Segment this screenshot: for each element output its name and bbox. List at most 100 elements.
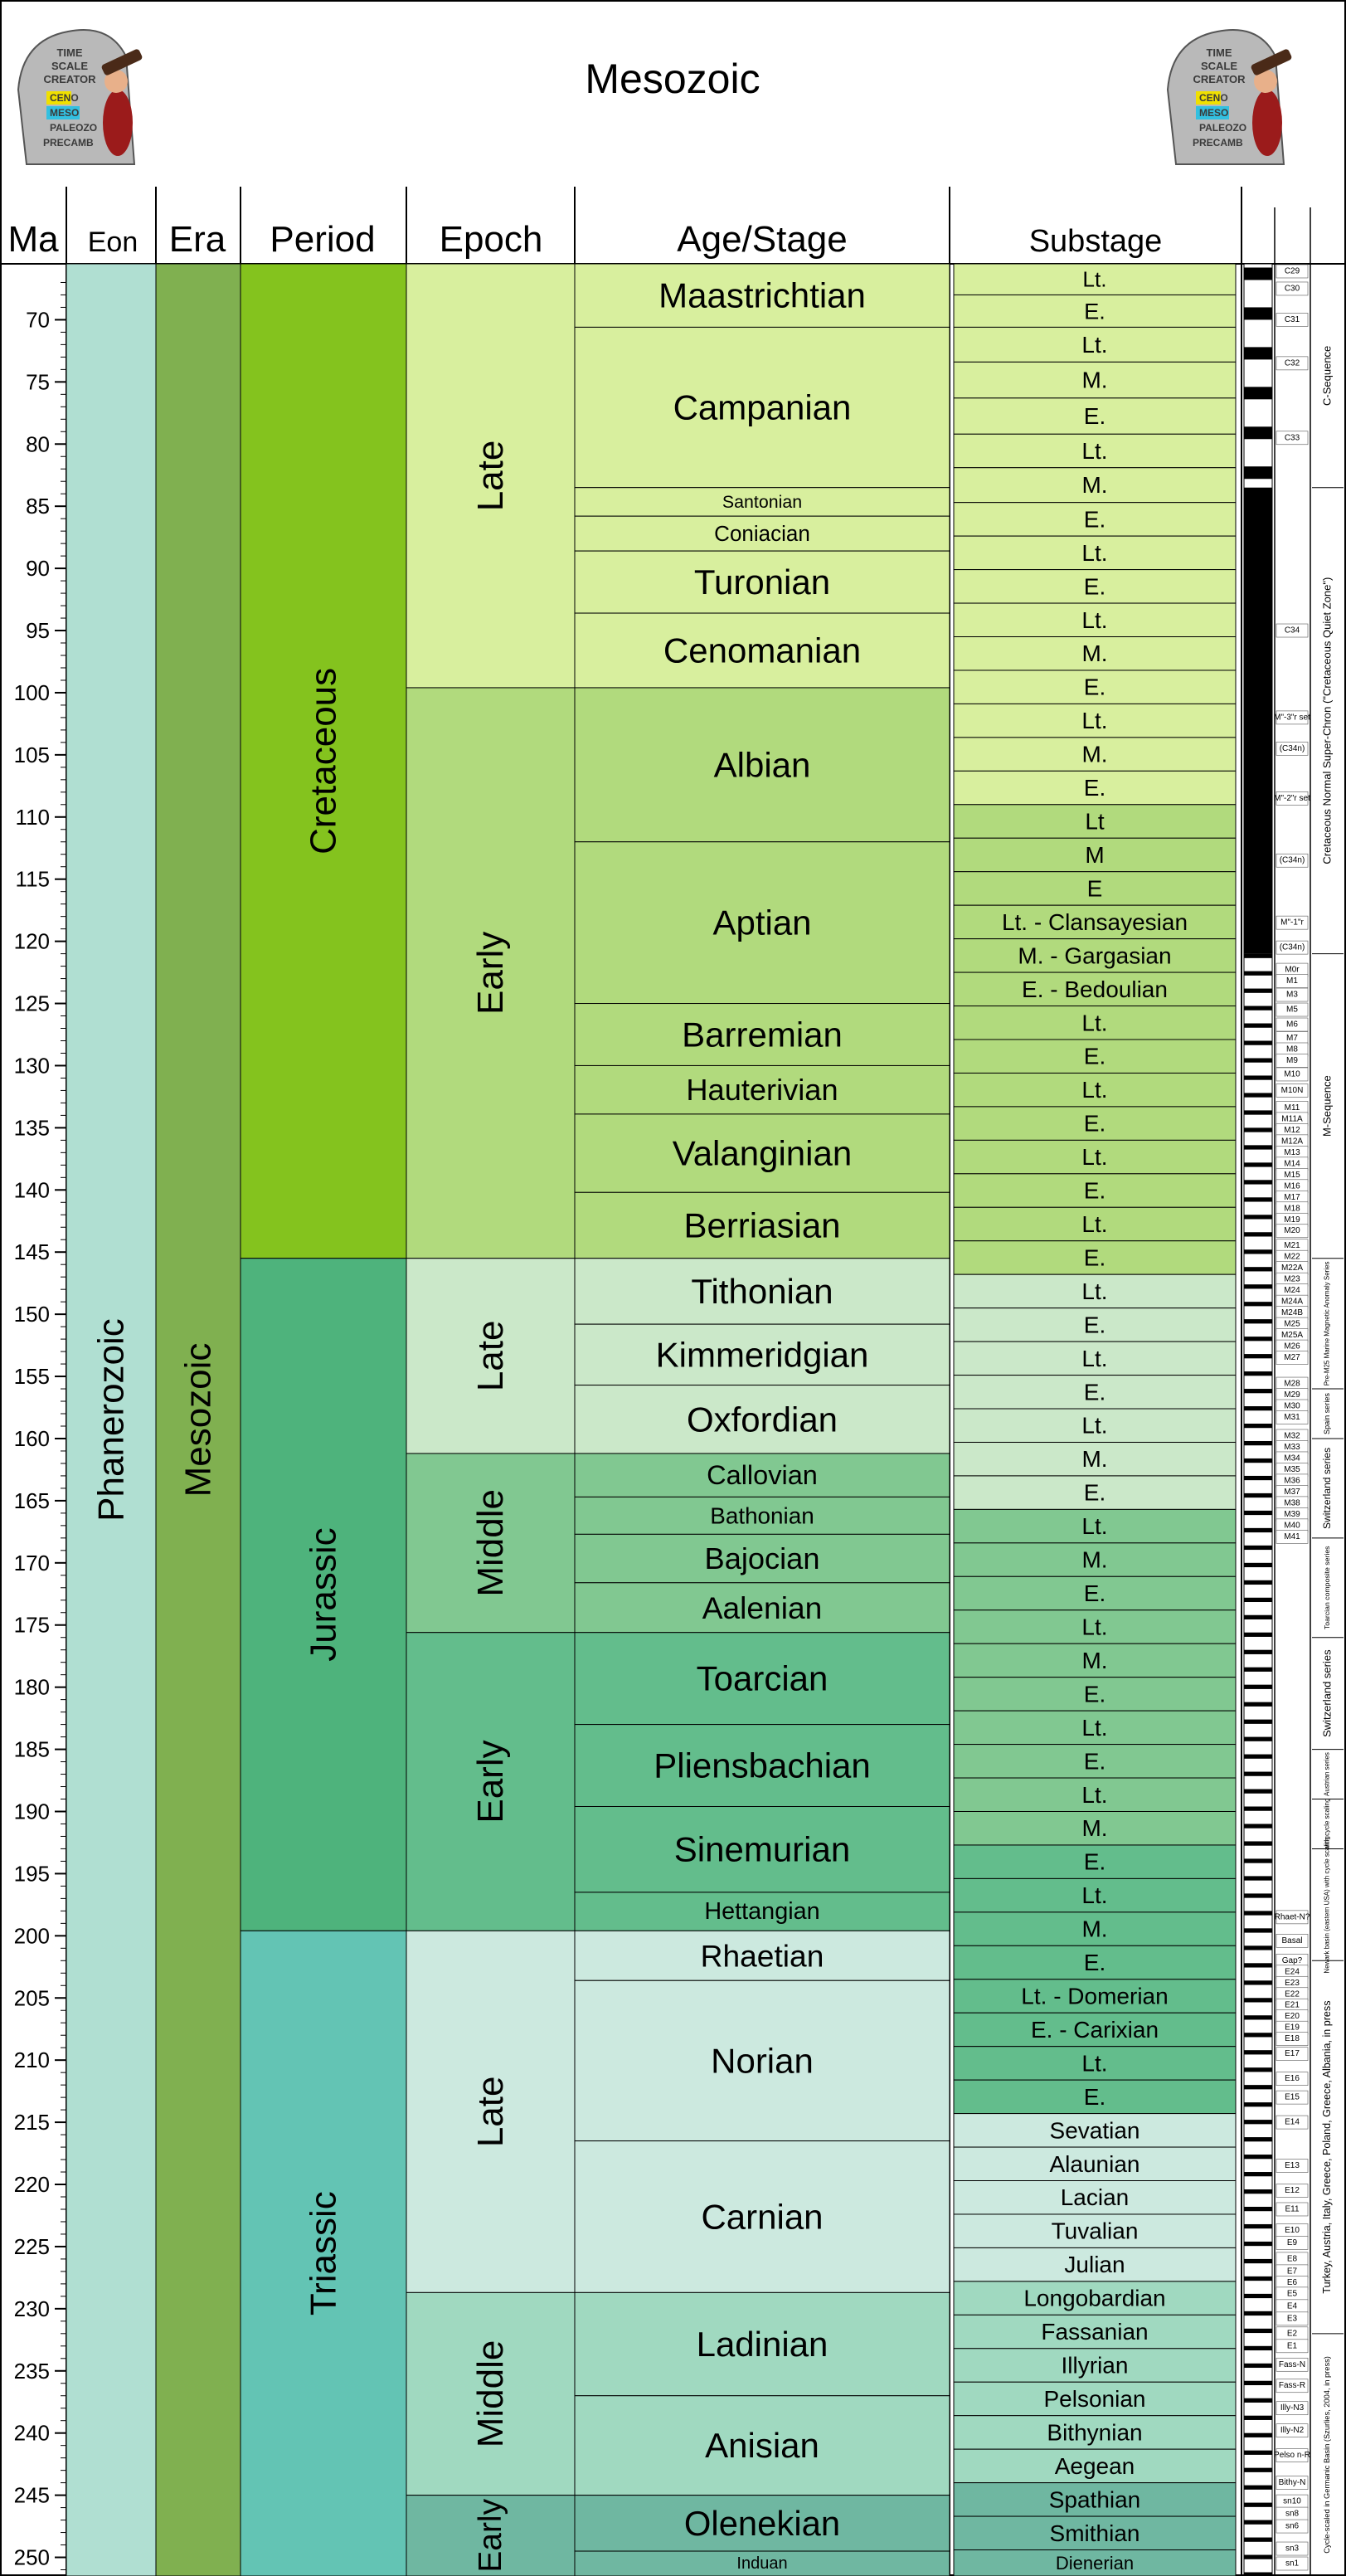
era-box [155, 263, 241, 2576]
chron-label-box [1276, 987, 1309, 1002]
chron-label: E11 [1285, 2204, 1299, 2213]
chron-label: E22 [1285, 1989, 1300, 1999]
chron-label: M40 [1284, 1521, 1300, 1530]
polarity-band [1244, 2189, 1272, 2194]
substage-box [953, 2482, 1237, 2517]
stage-box [574, 2140, 950, 2293]
substage-label: Spathian [1049, 2486, 1141, 2512]
substage-label: E. [1084, 1312, 1105, 1337]
polarity-band [1244, 1127, 1272, 1132]
substage-label: Lt. [1081, 1614, 1107, 1639]
substage-label: E. [1084, 1111, 1105, 1137]
ma-tick-label: 245 [14, 2483, 50, 2508]
chron-label-box [1276, 742, 1309, 756]
ma-tick-label: 85 [26, 494, 50, 519]
chron-label-box [1276, 940, 1309, 955]
chron-label: Illy-N3 [1280, 2403, 1305, 2413]
sequence-note: Austrian series [1324, 1752, 1331, 1796]
polarity-band [1244, 1980, 1272, 1985]
sequence-notes: C-Sequence Cretaceous Normal Super-Chron … [1312, 263, 1344, 2554]
polarity-band [1244, 1684, 1272, 1689]
substage-box [953, 1039, 1237, 1074]
polarity-band [1244, 267, 1272, 280]
stage-box [574, 1496, 950, 1535]
stage-label: Aptian [712, 903, 811, 942]
substage-label: Fassanian [1041, 2319, 1148, 2345]
stage-box [574, 1113, 950, 1193]
substage-box [953, 263, 1237, 295]
polarity-band [1244, 1145, 1272, 1150]
logo-line: MESO [1199, 107, 1228, 119]
chron-label-box [1276, 2311, 1309, 2326]
substage-label: Lt. [1081, 1346, 1107, 1371]
epoch-label: Middle [470, 1489, 511, 1597]
polarity-band [1244, 1215, 1272, 1220]
stage-label: Callovian [707, 1460, 818, 1490]
substage-box [953, 1441, 1237, 1477]
polarity-band [1244, 2085, 1272, 2090]
stage-label: Toarcian [697, 1659, 828, 1698]
stage-label: Kimmeridgian [656, 1335, 869, 1374]
substage-label: Bithynian [1047, 2419, 1142, 2445]
epoch-label: Late [470, 2077, 511, 2148]
ma-tick-label: 170 [14, 1551, 50, 1575]
period-label: Cretaceous [304, 668, 344, 855]
chron-label: E1 [1287, 2341, 1298, 2350]
polarity-band [1244, 1337, 1272, 1342]
ma-tick-label: 165 [14, 1488, 50, 1513]
substage-label: E. [1084, 1950, 1105, 1975]
chron-label: (C34n) [1280, 856, 1305, 865]
stage-box [574, 487, 950, 517]
chron-label: M3 [1286, 991, 1298, 1000]
substage-box [953, 971, 1237, 1007]
chron-label: M25A [1281, 1331, 1303, 1340]
logo-color-band [1196, 91, 1221, 105]
substage-label: Longobardian [1023, 2286, 1165, 2311]
polarity-band [1244, 1824, 1272, 1829]
substage-label: E. [1084, 1178, 1105, 1204]
polarity-band [1244, 1945, 1272, 1950]
polarity-band [1244, 1527, 1272, 1533]
stage-box [574, 1979, 950, 2142]
chron-label-box [1276, 2090, 1309, 2105]
chron-label: M24 [1284, 1286, 1300, 1295]
chron-label: M34 [1284, 1454, 1300, 1463]
chron-label: M33 [1284, 1443, 1300, 1452]
polarity-band [1244, 347, 1272, 360]
timescale-columns: Phanerozoic Mesozoic Cretaceous Jurassic Tri… [66, 263, 1237, 2576]
ma-tick-label: 70 [26, 307, 50, 332]
chron-label: E6 [1287, 2278, 1298, 2287]
ma-tick-label: 105 [14, 743, 50, 767]
ma-tick-label: 195 [14, 1861, 50, 1886]
stage-label: Turonian [694, 562, 830, 601]
polarity-band [1244, 1580, 1272, 1585]
substage-label: Lt. [1081, 438, 1107, 464]
chron-label: E20 [1285, 2012, 1300, 2021]
logo-line: PALEOZO [50, 122, 97, 134]
polarity-band [1244, 387, 1272, 400]
polarity-band [1244, 2276, 1272, 2281]
column-headers: Ma Eon Era Period Epoch Age/Stage Substa… [7, 219, 1162, 260]
epoch-label: Early [470, 1740, 511, 1823]
chron-label: E10 [1285, 2226, 1300, 2235]
stage-label: Santonian [722, 492, 802, 512]
substage-box [953, 433, 1237, 469]
stage-box [574, 687, 950, 843]
substage-box [953, 1777, 1237, 1812]
polarity-band [1244, 2172, 1272, 2177]
stage-box [574, 2291, 950, 2397]
chron-label: (C34n) [1280, 744, 1305, 753]
substage-label: M. [1081, 1648, 1107, 1673]
polarity-band [1244, 2015, 1272, 2020]
substage-label: Smithian [1050, 2520, 1140, 2546]
substage-box [953, 1710, 1237, 1746]
substage-label: M [1085, 842, 1104, 868]
polarity-band [1244, 1093, 1272, 1098]
chron-label: E2 [1287, 2329, 1298, 2338]
sequence-note: with cycle scaling [1324, 1799, 1331, 1851]
substage-label: Lt. [1081, 1278, 1107, 1304]
polarity-band [1244, 2520, 1272, 2525]
polarity-band [1244, 1284, 1272, 1289]
polarity-band [1244, 2345, 1272, 2351]
substage-box [953, 1006, 1237, 1040]
